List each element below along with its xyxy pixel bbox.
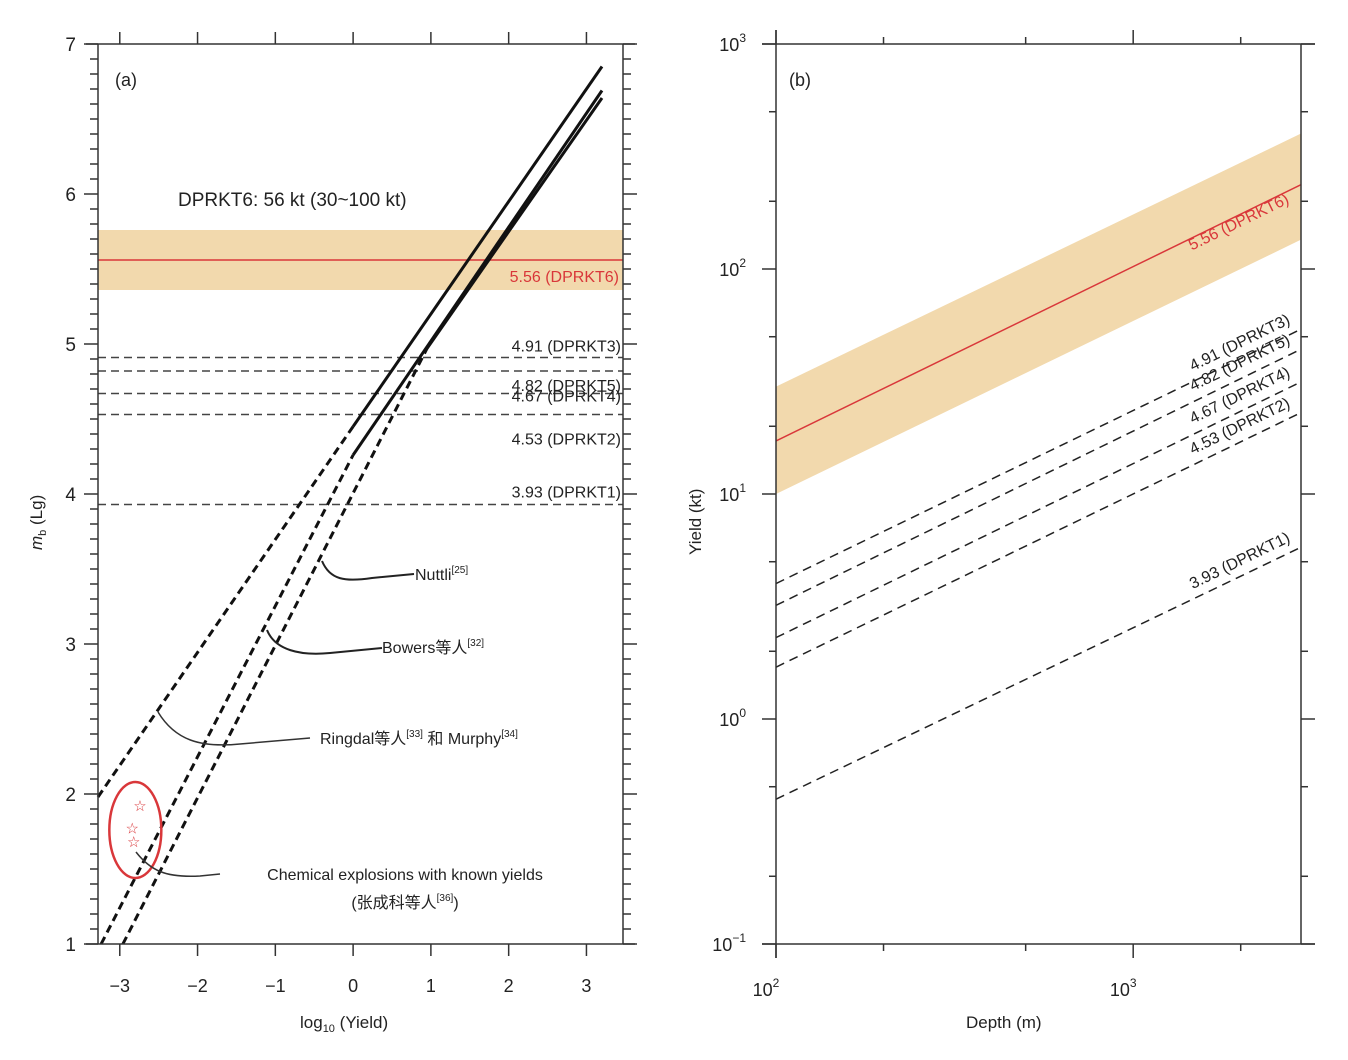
relation-solid-2 — [425, 97, 604, 350]
chemical-explosions-ellipse — [108, 780, 163, 880]
ylabel-rest: (Lg) — [27, 495, 46, 530]
b-ytick-exp: 0 — [739, 706, 746, 720]
zhang-annotation-text: (张成科等人 — [351, 894, 436, 912]
nuttli-annotation: Nuttli[25] — [415, 565, 468, 584]
b-ytick-base: 10 — [712, 935, 732, 955]
panel-a-label: (a) — [115, 70, 137, 90]
a-ytick-label: 4 — [65, 485, 76, 506]
b-ytick-exp: 2 — [739, 256, 746, 270]
uncertainty-band — [776, 133, 1301, 494]
nuttli-leader — [321, 560, 415, 581]
b-ytick-base: 10 — [719, 35, 739, 55]
zhang-annotation: (张成科等人[36]) — [351, 893, 458, 912]
b-ytick-base: 10 — [719, 710, 739, 730]
level-label-3: 4.53 (DPRKT2) — [512, 432, 621, 449]
star-point-0: ☆ — [133, 798, 146, 815]
a-ytick-label: 3 — [65, 635, 76, 656]
dprkt6-label: 5.56 (DPRKT6) — [510, 269, 619, 286]
star-point-1: ☆ — [125, 821, 138, 838]
ylabel-sub: b — [37, 530, 49, 536]
yield-depth-line-0 — [776, 328, 1301, 585]
ringdal-murphy-annotation-text2: 和 Murphy — [423, 730, 501, 748]
chemical-explosions-annotation-text: Chemical explosions with known yields — [267, 867, 543, 884]
b-ytick-label: 101 — [719, 481, 746, 505]
relation-dashed-2 — [121, 347, 429, 945]
a-xtick-label: 1 — [426, 976, 436, 996]
panel-a-xlabel: log10 (Yield) — [300, 1013, 388, 1035]
b-xtick-exp: 2 — [773, 976, 780, 990]
b-ytick-base: 10 — [719, 485, 739, 505]
zhang-annotation-sup: [36] — [437, 893, 454, 904]
b-xtick-label: 103 — [1110, 976, 1137, 1000]
b-ytick-exp: 3 — [739, 31, 746, 45]
b-xtick-label: 102 — [753, 976, 780, 1000]
bowers-annotation: Bowers等人[32] — [382, 638, 484, 657]
yield-depth-line-4 — [776, 546, 1301, 800]
b-ytick-label: 103 — [719, 31, 746, 55]
a-xtick-label: 0 — [348, 976, 358, 996]
star-point-2: ☆ — [127, 834, 140, 851]
zhang-annotation-text2: ) — [453, 895, 458, 912]
yield-depth-line-2 — [776, 381, 1301, 639]
a-xtick-label: −1 — [265, 976, 286, 996]
bowers-leader — [266, 629, 383, 655]
b-ytick-base: 10 — [719, 260, 739, 280]
ringdal-murphy-annotation-sup2: [34] — [501, 729, 518, 740]
b-ytick-exp: −1 — [732, 931, 746, 945]
ringdal-murphy-annotation-sup: [33] — [406, 729, 423, 740]
ringdal-murphy-annotation: Ringdal等人[33] 和 Murphy[34] — [320, 729, 518, 748]
panel-b-label: (b) — [789, 70, 811, 90]
b-xtick-base: 10 — [753, 980, 773, 1000]
ylabel-m: m — [27, 536, 46, 550]
a-ytick-label: 1 — [65, 935, 76, 956]
panel-a: 5.56 (DPRKT6) 4.91 (DPRKT3) 4.82 (DPRKT5)… — [27, 32, 637, 1035]
panel-b: 4.91 (DPRKT3)4.82 (DPRKT5)4.67 (DPRKT4)4… — [686, 30, 1315, 1032]
bowers-annotation-text: Bowers等人 — [382, 639, 467, 657]
a-xtick-label: −2 — [187, 976, 208, 996]
a-ytick-label: 6 — [65, 185, 76, 206]
panel-a-ylabel: mb (Lg) — [27, 495, 49, 550]
level-label-4: 3.93 (DPRKT1) — [512, 485, 621, 502]
level-label-0: 4.91 (DPRKT3) — [512, 339, 621, 356]
nuttli-annotation-sup: [25] — [451, 565, 468, 576]
b-ytick-exp: 1 — [739, 481, 746, 495]
a-ytick-label: 5 — [65, 335, 76, 356]
dprkt6-yield-annotation: DPRKT6: 56 kt (30~100 kt) — [178, 190, 407, 211]
b-xtick-exp: 3 — [1130, 976, 1137, 990]
relation-dashed-1 — [99, 454, 355, 945]
xlabel-rest: (Yield) — [335, 1013, 388, 1032]
xlabel-sub: 10 — [323, 1023, 335, 1035]
level-label-1: 4.82 (DPRKT5) — [512, 378, 621, 395]
a-xtick-label: 2 — [504, 976, 514, 996]
yield-depth-line-3 — [776, 411, 1301, 668]
relation-solid-1 — [351, 89, 604, 456]
chemical-explosions-annotation: Chemical explosions with known yields — [267, 867, 543, 884]
yield-depth-line-1 — [776, 348, 1301, 607]
a-xtick-label: −3 — [110, 976, 131, 996]
yield-depth-label-4: 3.93 (DPRKT1) — [1187, 530, 1293, 593]
a-ytick-label: 2 — [65, 785, 76, 806]
dprkt6-line — [776, 184, 1301, 442]
nuttli-annotation-text: Nuttli — [415, 567, 451, 584]
relation-dashed-0 — [96, 425, 355, 798]
ringdal-murphy-annotation-text: Ringdal等人 — [320, 730, 406, 748]
a-xtick-label: 3 — [581, 976, 591, 996]
b-xtick-base: 10 — [1110, 980, 1130, 1000]
panel-b-xlabel: Depth (m) — [966, 1013, 1042, 1032]
xlabel-log: log — [300, 1013, 323, 1032]
b-ytick-label: 102 — [719, 256, 746, 280]
relation-solid-0 — [351, 65, 604, 428]
ringdal-leader — [157, 711, 311, 746]
bowers-annotation-sup: [32] — [467, 638, 484, 649]
b-ytick-label: 100 — [719, 706, 746, 730]
chemical-leader — [135, 851, 221, 878]
a-ytick-label: 7 — [65, 35, 76, 56]
b-ytick-label: 10−1 — [712, 931, 746, 955]
panel-b-ylabel: Yield (kt) — [686, 489, 705, 555]
level-label-2: 4.67 (DPRKT4) — [512, 389, 621, 406]
